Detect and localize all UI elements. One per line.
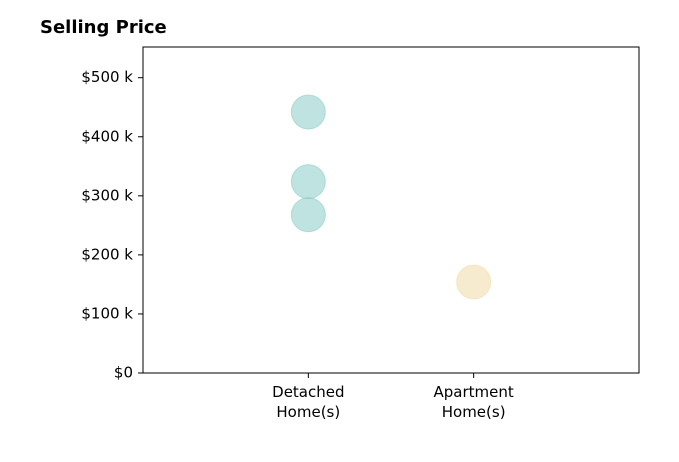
y-tick-label: $300 k [81,186,133,204]
point [290,164,326,200]
y-tick-label: $200 k [81,245,133,263]
point [290,94,326,130]
plot-frame [142,46,640,374]
chart-title: Selling Price [40,17,167,38]
point [290,197,326,233]
y-tick-label: $100 k [81,304,133,322]
y-tick-label: $400 k [81,127,133,145]
point [456,264,492,300]
y-tick-label: $500 k [81,68,133,86]
y-tick-label: $0 [114,364,133,382]
x-tick-label: Apartment Home(s) [433,383,514,421]
x-tick-label: Detached Home(s) [272,383,345,421]
